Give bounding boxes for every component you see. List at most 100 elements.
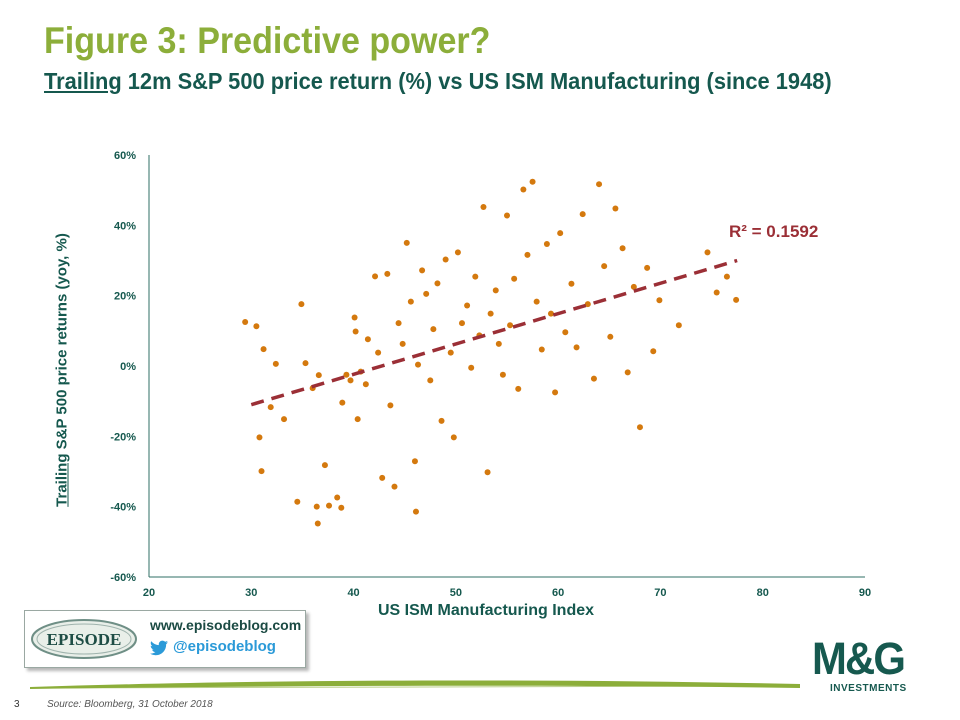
data-point [403,239,410,246]
data-point [412,508,419,515]
y-axis-label-rest: S&P 500 price returns (yoy, %) [53,233,71,454]
data-point [543,240,550,247]
x-tick-label: 70 [654,587,666,599]
data-point [480,204,487,211]
data-point [495,340,502,347]
data-point [384,270,391,277]
mg-logo: M&G [812,633,906,684]
subtitle-emphasis: Trailing [44,68,122,94]
data-point [472,273,479,280]
page-number: 3 [14,699,20,710]
episode-watermark[interactable]: EPISODE www.episodeblog.com @episodeblog [24,610,306,668]
data-point [419,267,426,274]
data-point [538,346,545,353]
data-point [294,498,301,505]
data-point [529,178,536,185]
footer-swoosh [29,680,801,689]
data-point [339,399,346,406]
x-tick-label: 80 [757,587,769,599]
data-point [733,296,740,303]
data-point [347,377,354,384]
subtitle-rest: 12m S&P 500 price return (%) vs US ISM M… [121,68,832,94]
data-point [395,320,402,327]
x-tick-label: 40 [347,587,359,599]
data-point [596,181,603,188]
x-tick-label: 90 [859,587,871,599]
data-point [450,434,457,441]
x-tick-label: 30 [245,587,257,599]
data-point [644,264,651,271]
data-point [434,280,441,287]
data-point [464,302,471,309]
data-point [468,364,475,371]
data-point [650,348,657,355]
data-point [326,502,333,509]
x-tick-label: 60 [552,587,564,599]
y-axis-label-emphasis: Trailing [53,453,71,507]
data-point [612,205,619,212]
data-point [334,494,341,501]
data-point [601,263,608,270]
y-tick-label: 20% [114,291,136,303]
episode-logo-icon: EPISODE [31,619,137,659]
data-point [260,346,267,353]
y-tick-label: 0% [120,361,136,373]
data-point [430,326,437,333]
data-point [352,328,359,335]
y-tick-label: 60% [114,150,136,162]
data-point [313,503,320,510]
data-point [607,333,614,340]
episode-url-link[interactable]: www.episodeblog.com [150,617,302,633]
data-point [267,404,274,411]
data-point [354,416,361,423]
data-point [415,361,422,368]
data-point [375,349,382,356]
data-point [364,336,371,343]
data-point [407,298,414,305]
data-point [387,402,394,409]
y-tick-label: -60% [110,572,136,584]
data-point [321,462,328,469]
episode-twitter-handle[interactable]: @episodeblog [173,638,276,655]
page-subtitle: Trailing 12m S&P 500 price return (%) vs… [44,68,832,95]
data-point [568,280,575,287]
data-point [314,520,321,527]
data-point [411,458,418,465]
data-point [520,186,527,193]
data-point [399,340,406,347]
page-title: Figure 3: Predictive power? [44,20,491,61]
data-point [656,297,663,304]
y-tick-label: -20% [110,431,136,443]
data-point [511,275,518,282]
data-point [258,468,265,475]
data-point [552,389,559,396]
episode-logo-text: EPISODE [47,630,122,649]
data-point [391,483,398,490]
data-point [454,249,461,256]
data-point [442,256,449,263]
data-point [557,230,564,237]
data-point [704,249,711,256]
data-point [524,251,531,258]
data-point [458,320,465,327]
data-point [484,469,491,476]
data-point [438,417,445,424]
data-point [315,372,322,379]
data-point [723,273,730,280]
mg-logo-subtitle: INVESTMENTS [830,683,907,694]
data-point [256,434,263,441]
data-point [487,310,494,317]
data-point [379,474,386,481]
data-point [547,310,554,317]
data-point [504,212,510,219]
data-point [499,371,506,378]
data-point [533,298,540,305]
data-point [636,424,643,431]
data-point [584,301,591,308]
twitter-icon [150,640,168,656]
y-tick-label: -40% [110,502,136,514]
x-tick-label: 50 [450,587,462,599]
source-note: Source: Bloomberg, 31 October 2018 [47,699,213,710]
data-point [562,329,569,336]
data-point [427,377,434,384]
